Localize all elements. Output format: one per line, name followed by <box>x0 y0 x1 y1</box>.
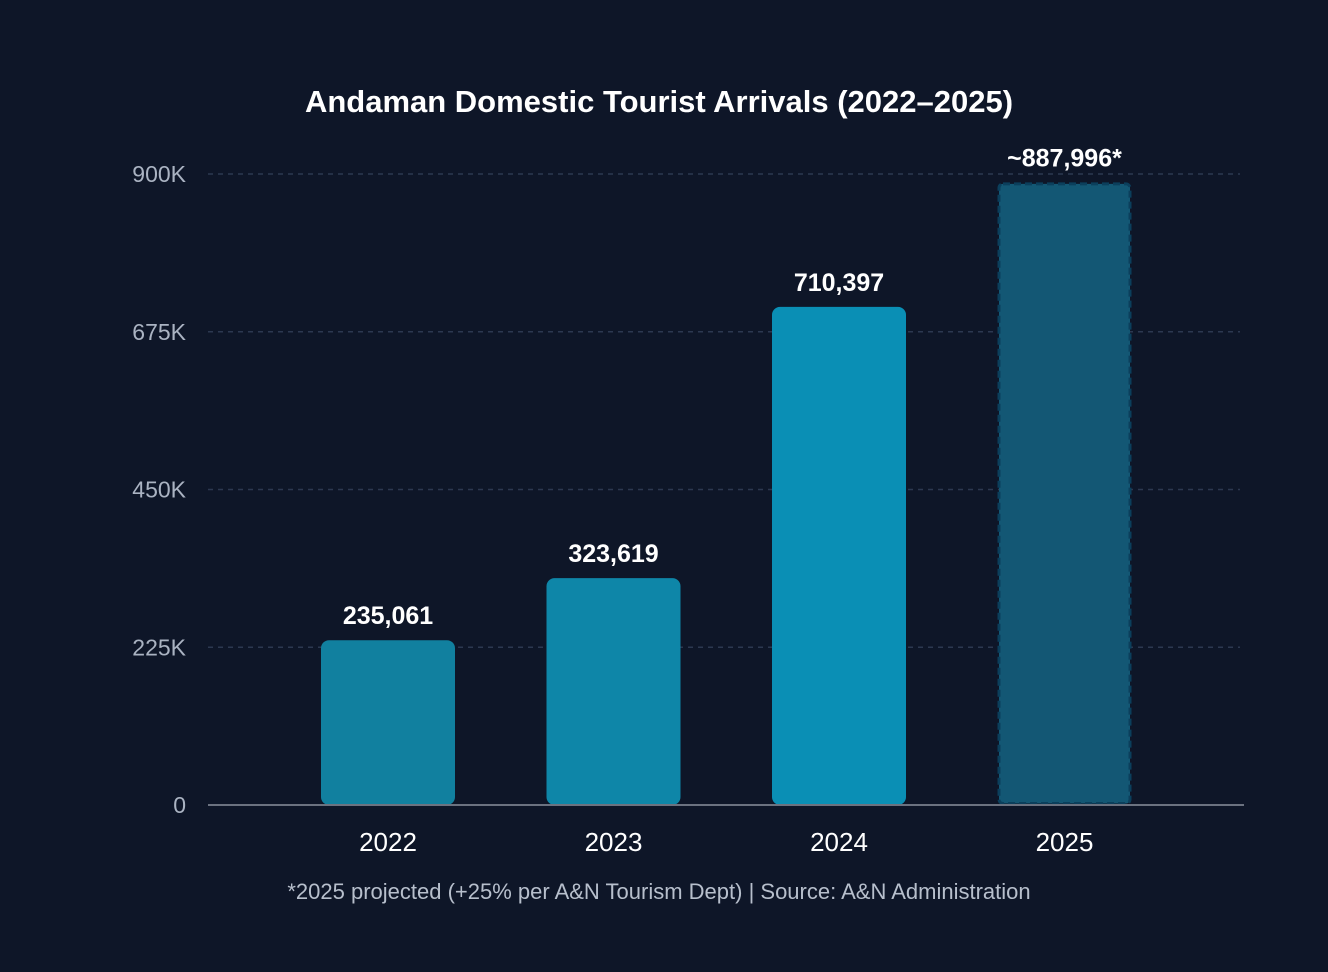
x-tick-label-2023: 2023 <box>585 827 643 857</box>
bar-2024 <box>772 306 906 805</box>
x-axis-categories: 2022 2023 2024 2025 <box>359 827 1093 857</box>
bar-2022 <box>321 640 455 805</box>
y-axis-ticks: 0 225K 450K 675K 900K <box>132 161 186 818</box>
value-label-2023: 323,619 <box>568 540 658 568</box>
y-tick-label: 675K <box>132 319 186 345</box>
bars <box>321 182 1132 805</box>
y-tick-label: 450K <box>132 477 186 503</box>
value-label-2024: 710,397 <box>794 269 884 297</box>
value-label-2022: 235,061 <box>343 602 433 630</box>
chart-title: Andaman Domestic Tourist Arrivals (2022–… <box>305 84 1013 119</box>
y-tick-label: 225K <box>132 634 186 660</box>
bar-2023 <box>546 578 681 805</box>
bar-2025-projected <box>997 182 1132 805</box>
x-tick-label-2024: 2024 <box>810 827 868 857</box>
value-label-2025: ~887,996* <box>1007 144 1122 172</box>
x-tick-label-2022: 2022 <box>359 827 417 857</box>
value-labels: 235,061 323,619 710,397 ~887,996* <box>343 144 1122 630</box>
y-tick-label: 0 <box>173 792 186 818</box>
y-tick-label: 900K <box>132 161 186 187</box>
footnote: *2025 projected (+25% per A&N Tourism De… <box>287 879 1030 904</box>
x-tick-label-2025: 2025 <box>1036 827 1094 857</box>
